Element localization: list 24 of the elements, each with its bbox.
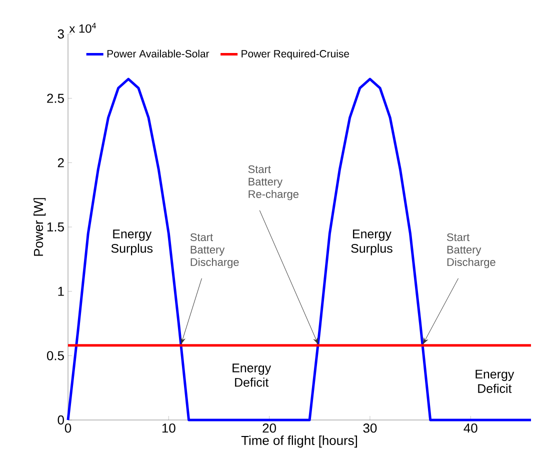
- legend-label: Power Required-Cruise: [242, 50, 350, 60]
- x-tick-label: 30: [363, 424, 377, 433]
- y-tick-label: 0.5: [46, 351, 64, 360]
- y-tick-label: 3: [58, 29, 64, 39]
- annotation: Energy Deficit: [232, 364, 272, 387]
- annotation: Start Battery Re-charge: [248, 165, 298, 200]
- y-tick-label: 1: [58, 286, 64, 296]
- y-tick-label: 2: [58, 158, 64, 168]
- text: x 10$^{4}$: [69, 22, 96, 33]
- legend-label: Power Available-Solar: [107, 50, 210, 58]
- annotation: Energy Surplus: [111, 230, 153, 256]
- x-axis-title: Time of flight [hours]: [241, 436, 357, 448]
- annotation: Energy Deficit: [476, 370, 514, 393]
- x-tick-label: 40: [464, 424, 478, 433]
- annotation: Start Battery Discharge: [190, 233, 239, 268]
- y-tick-label: 1.5: [47, 222, 64, 232]
- y-tick-label: 2.5: [47, 94, 64, 103]
- x-tick-label: 0: [64, 424, 72, 433]
- y-axis-title: Power [W]: [34, 198, 46, 256]
- x-tick-label: 10: [162, 424, 176, 433]
- annotation: Energy Surplus: [351, 230, 392, 256]
- y-tick-label: 0: [58, 415, 64, 425]
- annotation: Start Battery Discharge: [446, 233, 496, 268]
- x-tick-label: 20: [262, 424, 276, 433]
